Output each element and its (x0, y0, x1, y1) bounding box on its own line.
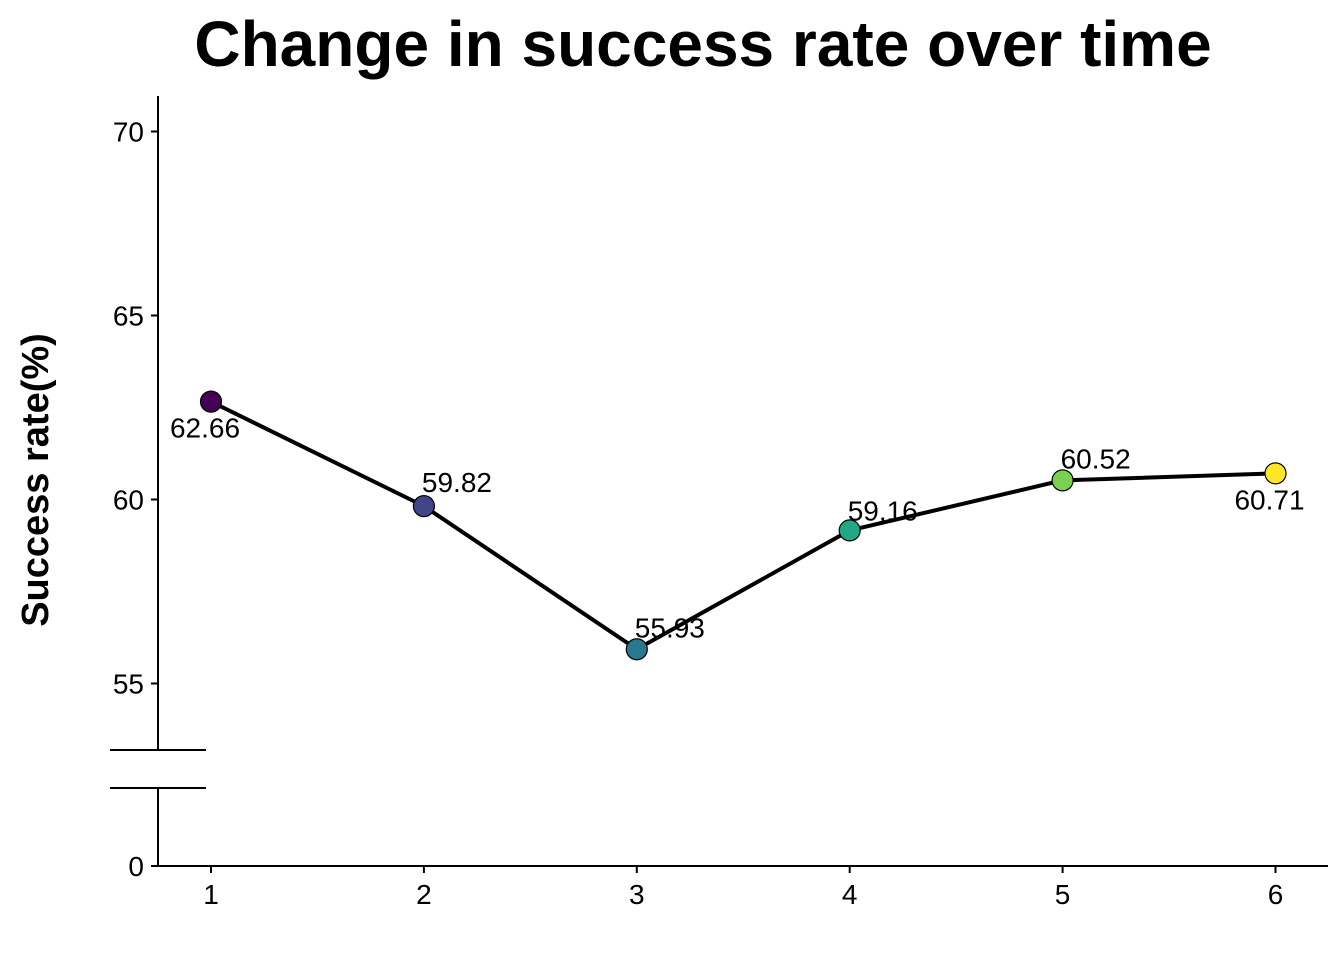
axes: 0 55 60 65 70 1 2 3 4 5 6 (110, 96, 1328, 910)
y-tick-label: 55 (113, 669, 144, 700)
points-layer (199, 390, 1287, 661)
y-tick-label: 65 (113, 301, 144, 332)
data-label: 59.16 (848, 495, 918, 526)
data-point (1264, 462, 1287, 485)
y-tick-label: 0 (128, 851, 144, 882)
x-tick-label: 1 (203, 879, 219, 910)
data-label: 62.66 (170, 413, 240, 444)
data-point (199, 390, 223, 413)
x-tick-label: 5 (1055, 879, 1071, 910)
x-tick-label: 6 (1268, 879, 1284, 910)
data-label: 59.82 (422, 467, 492, 498)
series-line (210, 399, 1276, 652)
data-labels-layer: 62.66 59.82 55.93 59.16 60.52 60.71 (170, 413, 1305, 644)
data-point (625, 638, 648, 661)
data-point (1051, 469, 1074, 492)
x-tick-label: 2 (416, 879, 432, 910)
data-label: 55.93 (635, 612, 705, 643)
x-tick-label: 4 (842, 879, 858, 910)
data-point (412, 495, 435, 518)
data-label: 60.52 (1061, 443, 1131, 474)
x-tick-label: 3 (629, 879, 645, 910)
y-tick-label: 60 (113, 485, 144, 516)
chart-title: Change in success rate over time (194, 8, 1211, 80)
y-axis-title: Success rate(%) (15, 333, 57, 627)
data-label: 60.71 (1234, 484, 1304, 515)
data-point (838, 519, 861, 542)
y-tick-label: 70 (113, 117, 144, 148)
series-layer (210, 399, 1276, 652)
